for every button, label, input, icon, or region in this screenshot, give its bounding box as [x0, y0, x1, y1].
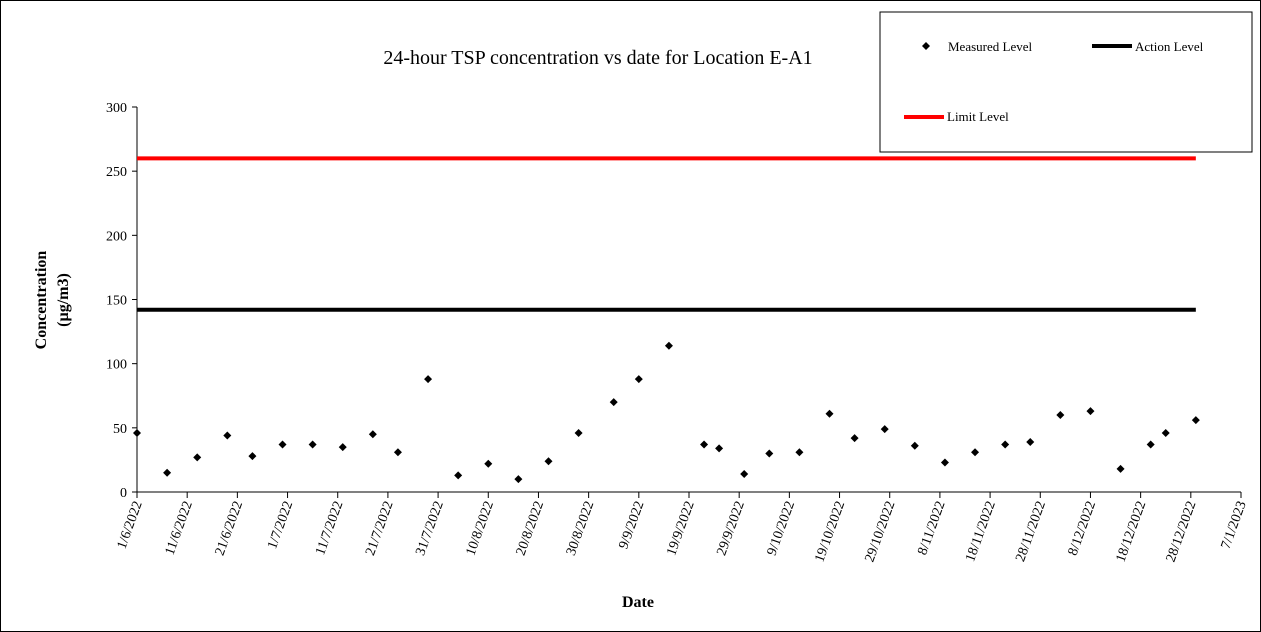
data-point	[971, 448, 980, 457]
x-tick-label: 21/6/2022	[213, 499, 247, 557]
data-point	[715, 444, 724, 453]
data-point	[454, 471, 463, 480]
data-point	[795, 448, 804, 457]
x-tick-label: 31/7/2022	[413, 499, 447, 557]
x-tick-label: 8/12/2022	[1066, 499, 1100, 557]
x-tick-label: 28/12/2022	[1164, 499, 1200, 564]
legend: Measured Level Action Level Limit Level	[879, 11, 1253, 153]
data-point	[664, 341, 673, 350]
legend-label-limit: Limit Level	[947, 109, 1009, 124]
data-point	[308, 440, 317, 449]
data-point	[825, 409, 834, 418]
legend-box	[879, 11, 1253, 153]
x-tick-label: 19/9/2022	[664, 499, 698, 557]
y-tick-label: 50	[113, 422, 127, 437]
data-point	[193, 453, 202, 462]
x-tick-label: 29/9/2022	[714, 499, 748, 557]
x-tick-label: 29/10/2022	[863, 499, 899, 564]
data-point	[880, 425, 889, 434]
y-tick-label: 250	[106, 165, 127, 180]
chart-title: 24-hour TSP concentration vs date for Lo…	[383, 47, 812, 69]
x-tick-label: 30/8/2022	[564, 499, 598, 557]
data-point	[223, 431, 232, 440]
data-point	[1146, 440, 1155, 449]
x-tick-label: 20/8/2022	[514, 499, 548, 557]
data-point	[278, 440, 287, 449]
data-point	[1026, 437, 1035, 446]
y-tick-label: 150	[106, 294, 127, 309]
data-point	[1056, 411, 1065, 419]
x-tick-label: 7/1/2023	[1219, 499, 1250, 551]
data-point	[338, 443, 347, 452]
x-tick-label: 1/6/2022	[115, 499, 146, 551]
data-point	[634, 375, 643, 384]
data-point	[248, 452, 257, 461]
legend-label-action: Action Level	[1135, 39, 1204, 54]
x-tick-label: 8/11/2022	[915, 499, 948, 557]
data-point	[574, 428, 583, 437]
x-tick-label: 28/11/2022	[1013, 499, 1049, 564]
data-point	[484, 459, 493, 468]
data-point	[163, 468, 172, 477]
data-point	[1116, 464, 1125, 473]
x-tick-label: 19/10/2022	[812, 499, 848, 564]
data-point	[1161, 428, 1170, 437]
plot-area: 0 50 100 150 200 250 300 1/6/2022 11/6/2022 21/6/…	[106, 101, 1250, 564]
data-point	[609, 398, 618, 407]
y-axis-title-line2: (µg/m3)	[55, 273, 72, 327]
data-point	[1086, 407, 1095, 416]
data-point	[700, 440, 709, 449]
x-tick-label: 21/7/2022	[363, 499, 397, 557]
data-point	[1191, 416, 1200, 425]
x-tick-label: 9/10/2022	[765, 499, 799, 557]
data-point	[765, 449, 774, 458]
data-point	[368, 430, 377, 439]
x-tick-label: 18/11/2022	[963, 499, 999, 564]
y-tick-label: 0	[120, 486, 127, 501]
y-tick-label: 100	[106, 358, 127, 373]
x-axis-title: Date	[622, 594, 654, 611]
data-point	[544, 457, 553, 466]
x-tick-label: 9/9/2022	[616, 499, 647, 551]
y-tick-label: 300	[106, 101, 127, 116]
data-point	[133, 428, 141, 437]
data-point	[850, 434, 859, 443]
data-point	[514, 475, 523, 484]
legend-marker-measured	[922, 42, 930, 50]
x-tick-label: 10/8/2022	[464, 499, 498, 557]
x-tick-label: 18/12/2022	[1113, 499, 1149, 564]
x-tick-label: 11/6/2022	[163, 499, 196, 557]
data-point	[393, 448, 402, 457]
data-point	[740, 470, 749, 479]
y-tick-label: 200	[106, 229, 127, 244]
y-axis-title-line1: Concentration	[33, 251, 50, 350]
x-tick-label: 1/7/2022	[265, 499, 296, 551]
x-tick-label: 11/7/2022	[313, 499, 346, 557]
data-point	[940, 458, 949, 467]
data-point	[1001, 440, 1010, 449]
data-point	[424, 375, 433, 384]
data-point	[910, 441, 919, 450]
legend-label-measured: Measured Level	[948, 39, 1032, 54]
